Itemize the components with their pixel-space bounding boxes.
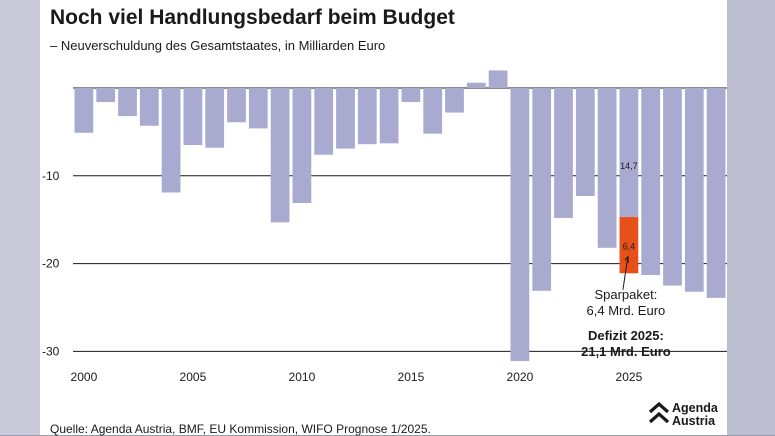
agenda-austria-logo: Agenda Austria [648, 402, 728, 430]
grid-layer [73, 87, 727, 352]
annotation-arrow-head [624, 255, 629, 263]
bar-label-base: 14,7 [620, 161, 638, 171]
bar-2028 [684, 88, 704, 292]
logo-line-2: Austria [672, 414, 716, 428]
bar-2009 [270, 88, 290, 223]
x-tick-label: 2020 [507, 370, 534, 384]
bar-2002 [118, 88, 137, 117]
bar-2001 [96, 88, 116, 103]
source-note: Quelle: Agenda Austria, BMF, EU Kommissi… [50, 422, 431, 436]
y-tick-label: -20 [42, 257, 60, 271]
logo-chevron-icon [648, 401, 670, 424]
bar-2016 [423, 88, 443, 134]
bar-label-sparpaket: 6,4 [623, 242, 636, 252]
annotation-arrow-line [622, 256, 629, 291]
deficit-annotation-line-1: Defizit 2025: [588, 328, 664, 343]
chart-title: Noch viel Handlungsbedarf beim Budget [50, 6, 455, 29]
background-left [0, 0, 40, 435]
x-tick-label: 2000 [71, 370, 98, 384]
y-tick-label: -10 [42, 169, 60, 183]
bar-2011 [314, 88, 334, 155]
bar-2014 [379, 88, 399, 144]
x-tick-label: 2005 [180, 370, 207, 384]
bar-2023 [575, 88, 595, 196]
x-tick-label: 2025 [616, 370, 643, 384]
logo-text: Agenda Austria [672, 402, 718, 428]
bar-2022 [554, 88, 573, 218]
bar-2019 [488, 70, 508, 88]
sparpaket-annotation-line-2: 6,4 Mrd. Euro [587, 303, 666, 318]
bar-2003 [139, 88, 159, 126]
bar-2024 [597, 88, 617, 248]
y-tick-labels: -10 -20 -30 [42, 169, 60, 359]
x-tick-label: 2015 [398, 370, 425, 384]
bar-2017 [445, 88, 464, 113]
annotation-layer: 14,7 6,4 Sparpaket:6,4 Mrd. Euro Defizit 20… [581, 161, 671, 359]
deficit-annotation-line-2: 21,1 Mrd. Euro [581, 344, 671, 359]
bar-2026 [641, 88, 661, 276]
chart-subtitle: – Neuverschuldung des Gesamtstaates, in … [50, 38, 386, 53]
bar-2010 [292, 88, 312, 204]
bar-2015 [401, 88, 421, 103]
bar-2027 [663, 88, 682, 286]
bar-2013 [357, 88, 377, 145]
bar-2025-base [619, 88, 639, 218]
bar-2025-sparpaket [619, 217, 639, 274]
bar-2021 [532, 88, 552, 291]
bar-2029 [706, 88, 726, 298]
bar-2007 [227, 88, 246, 123]
bar-2004 [161, 88, 181, 193]
bar-2000 [74, 88, 94, 133]
y-tick-label: -30 [42, 344, 60, 358]
bar-2020 [510, 88, 530, 362]
bar-2006 [205, 88, 225, 148]
background-right [727, 0, 775, 435]
bar-2018 [466, 82, 486, 88]
bar-2012 [336, 88, 355, 149]
bar-layer [74, 70, 726, 362]
x-tick-labels: 2000 2005 2010 2015 2020 2025 [71, 370, 643, 384]
logo-line-1: Agenda [672, 401, 718, 415]
bar-2008 [248, 88, 268, 129]
x-tick-label: 2010 [289, 370, 316, 384]
sparpaket-annotation-line-1: Sparpaket: [594, 287, 657, 302]
bar-chart: -10 -20 -30 2000 2005 2010 2015 2020 2025 14,7 6… [42, 70, 727, 384]
bar-2005 [183, 88, 203, 146]
chart-card: Noch viel Handlungsbedarf beim Budget – … [40, 0, 728, 436]
